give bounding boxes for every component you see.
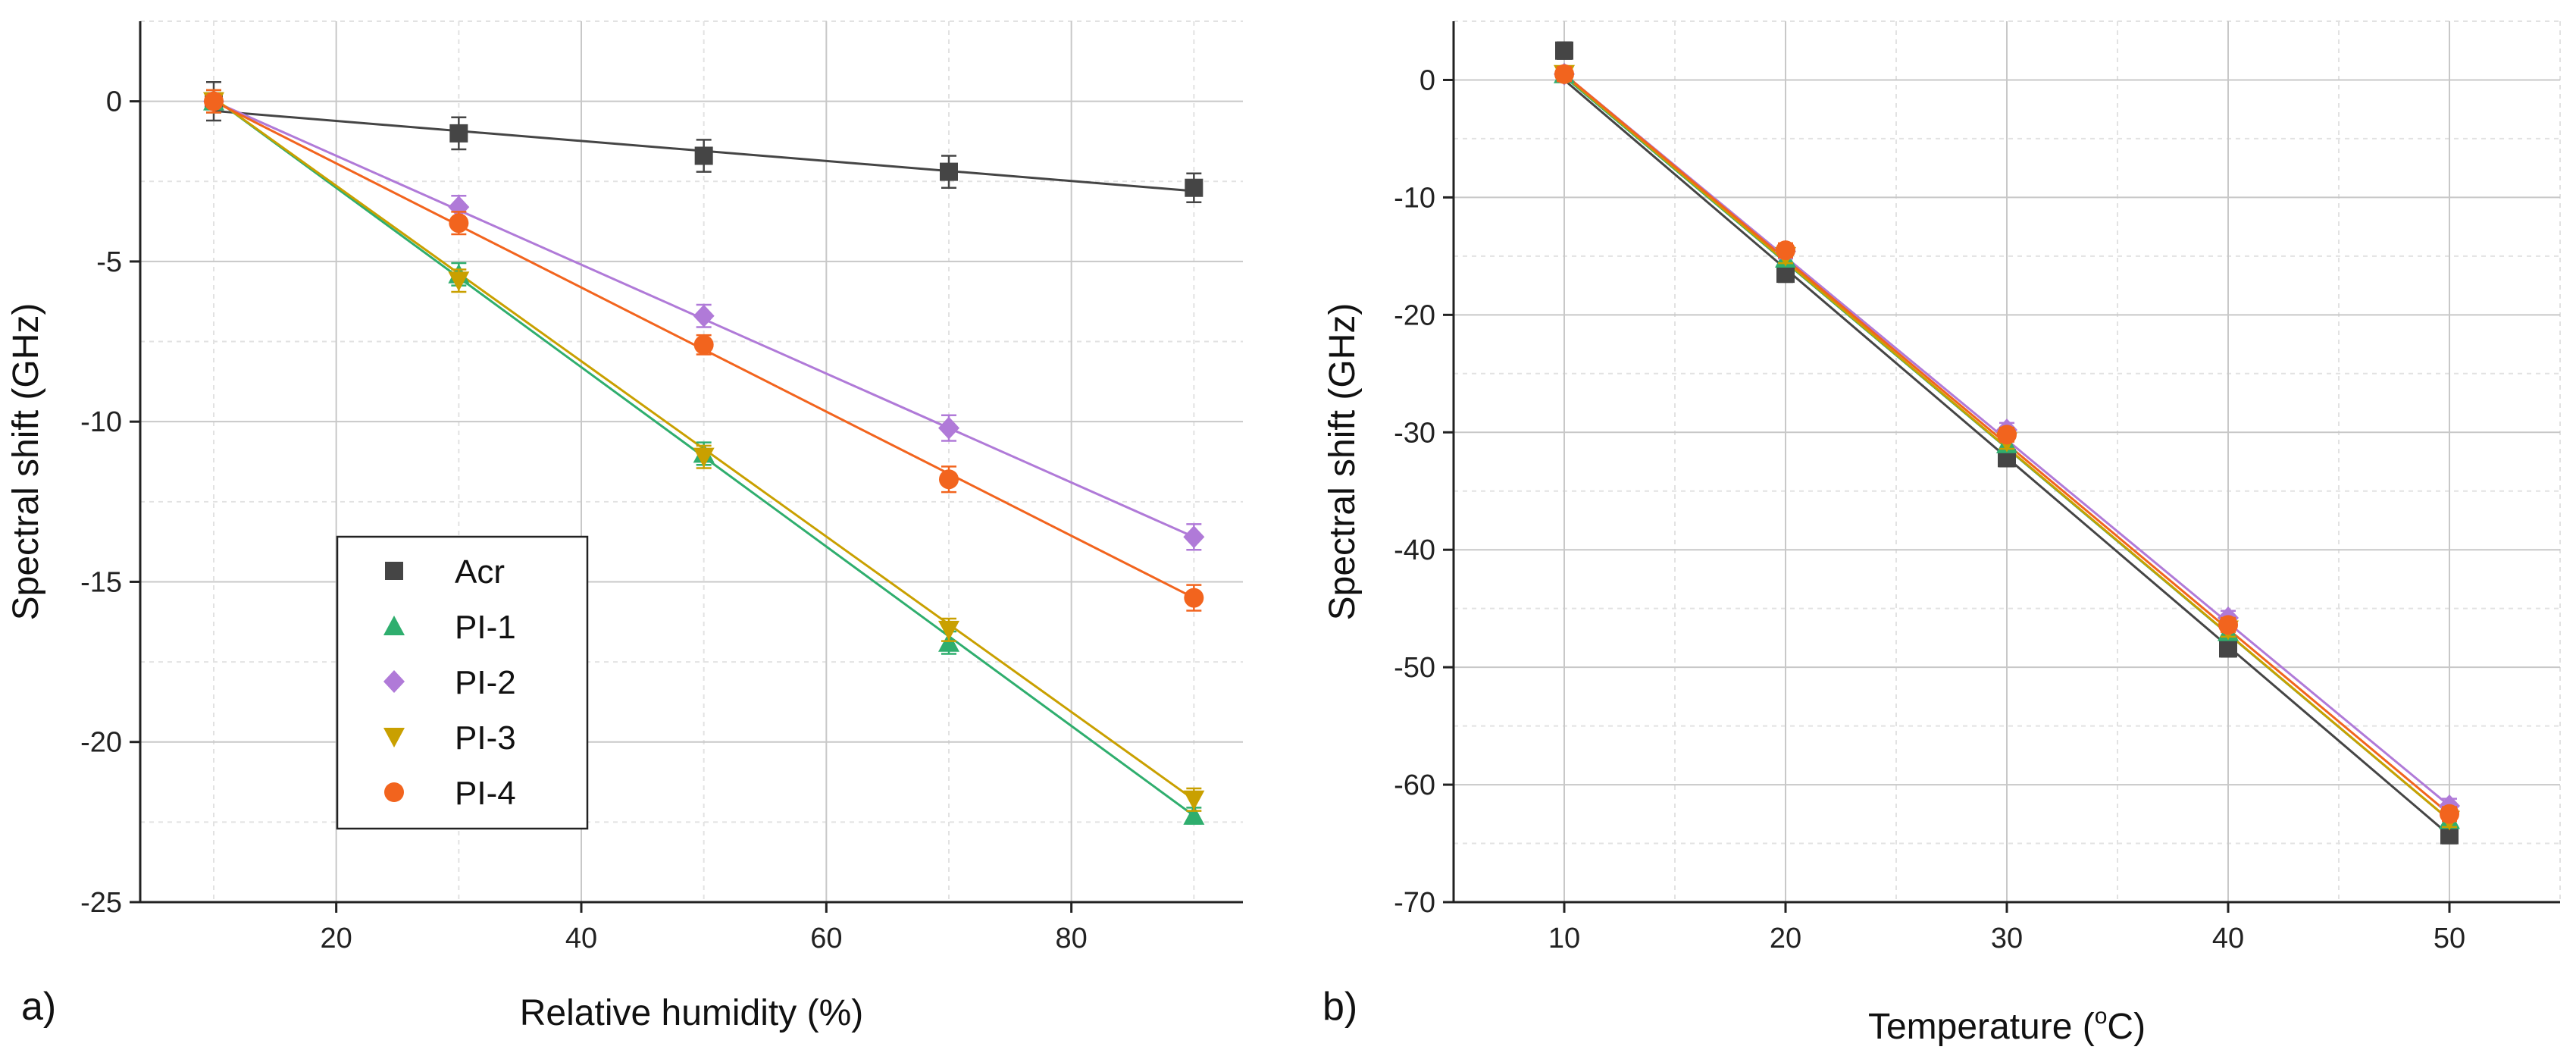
a-point-pi-4 xyxy=(449,213,469,233)
a-y-tick-label: 0 xyxy=(106,86,122,118)
a-point-pi-2 xyxy=(693,304,715,327)
a-point-pi-3 xyxy=(693,447,715,468)
a-legend-marker-acr xyxy=(385,562,403,580)
b-y-tick-label: -20 xyxy=(1394,299,1435,331)
a-x-tick-label: 80 xyxy=(1056,923,1088,954)
b-point-pi-4 xyxy=(1997,425,2017,445)
b-y-tick-label: -40 xyxy=(1394,534,1435,566)
b-y-axis-title: Spectral shift (GHz) xyxy=(1322,303,1363,621)
a-legend-label-pi-1: PI-1 xyxy=(455,609,516,646)
a-point-acr xyxy=(449,124,468,143)
a-y-axis-title: Spectral shift (GHz) xyxy=(6,303,46,621)
b-x-tick-label: 40 xyxy=(2212,923,2244,954)
b-y-tick-label: 0 xyxy=(1419,64,1435,96)
a-legend-label-pi-2: PI-2 xyxy=(455,664,516,701)
a-legend-marker-pi-3 xyxy=(383,728,405,747)
a-y-tick-label: -25 xyxy=(80,887,122,919)
b-y-tick-label: -60 xyxy=(1394,769,1435,801)
a-point-pi-4 xyxy=(204,91,224,111)
a-x-tick-label: 60 xyxy=(810,923,842,954)
b-y-tick-label: -30 xyxy=(1394,417,1435,449)
b-point-pi-4 xyxy=(1554,64,1574,84)
b-x-tick-label: 50 xyxy=(2434,923,2465,954)
a-point-pi-3 xyxy=(938,620,959,641)
a-x-tick-label: 40 xyxy=(565,923,597,954)
b-x-tick-label: 20 xyxy=(1770,923,1801,954)
panel-a-humidity: 20 40 60 80 0 -5 -10 -15 -20 -25 Spectral shift (G… xyxy=(6,20,1243,1033)
a-point-pi-1 xyxy=(1183,804,1205,825)
a-point-pi-2 xyxy=(938,416,959,440)
a-point-pi-4 xyxy=(1184,588,1204,608)
a-panel-label: a) xyxy=(21,985,56,1029)
a-x-axis-title: Relative humidity (%) xyxy=(520,993,863,1033)
a-legend-label-pi-3: PI-3 xyxy=(455,719,516,757)
a-legend-marker-pi-2 xyxy=(383,670,405,693)
b-panel-label: b) xyxy=(1322,985,1357,1029)
a-legend-box xyxy=(336,535,589,830)
a-legend-marker-pi-1 xyxy=(383,616,405,635)
b-y-tick-label: -70 xyxy=(1394,887,1435,919)
a-y-tick-label: -10 xyxy=(80,406,122,438)
panel-b-temperature: 10 20 30 40 50 0 -10 -20 -30 -40 -50 -60 -70 Spectral… xyxy=(1322,20,2561,1047)
a-point-acr xyxy=(940,162,958,181)
a-point-pi-4 xyxy=(939,469,959,490)
a-point-pi-3 xyxy=(448,271,470,292)
b-y-tick-label: -50 xyxy=(1394,652,1435,684)
b-point-acr xyxy=(2219,639,2237,658)
a-point-pi-3 xyxy=(1183,790,1205,810)
a-y-tick-label: -20 xyxy=(80,727,122,759)
b-point-acr xyxy=(1776,265,1795,284)
b-point-pi-4 xyxy=(2218,615,2238,635)
a-y-tick-label: -15 xyxy=(80,566,122,598)
b-point-acr xyxy=(1555,41,1573,60)
a-legend-label-acr: Acr xyxy=(455,553,505,591)
a-point-acr xyxy=(694,146,713,165)
b-y-tick-label: -10 xyxy=(1394,182,1435,214)
b-x-tick-label: 30 xyxy=(1991,923,2023,954)
a-point-pi-2 xyxy=(1183,525,1205,549)
a-point-pi-4 xyxy=(693,334,714,355)
b-x-tick-label: 10 xyxy=(1548,923,1580,954)
a-legend: Acr PI-1 PI-2 PI-3 PI-4 xyxy=(336,535,589,830)
a-legend-label-pi-4: PI-4 xyxy=(455,775,516,812)
a-point-acr xyxy=(1185,178,1203,197)
a-x-tick-label: 20 xyxy=(321,923,352,954)
b-x-axis-title: Temperature (oC) xyxy=(1868,1004,2146,1047)
a-y-tick-label: -5 xyxy=(96,246,122,278)
b-point-pi-4 xyxy=(1776,240,1795,261)
b-point-pi-4 xyxy=(2440,804,2459,824)
a-legend-marker-pi-4 xyxy=(384,782,404,802)
